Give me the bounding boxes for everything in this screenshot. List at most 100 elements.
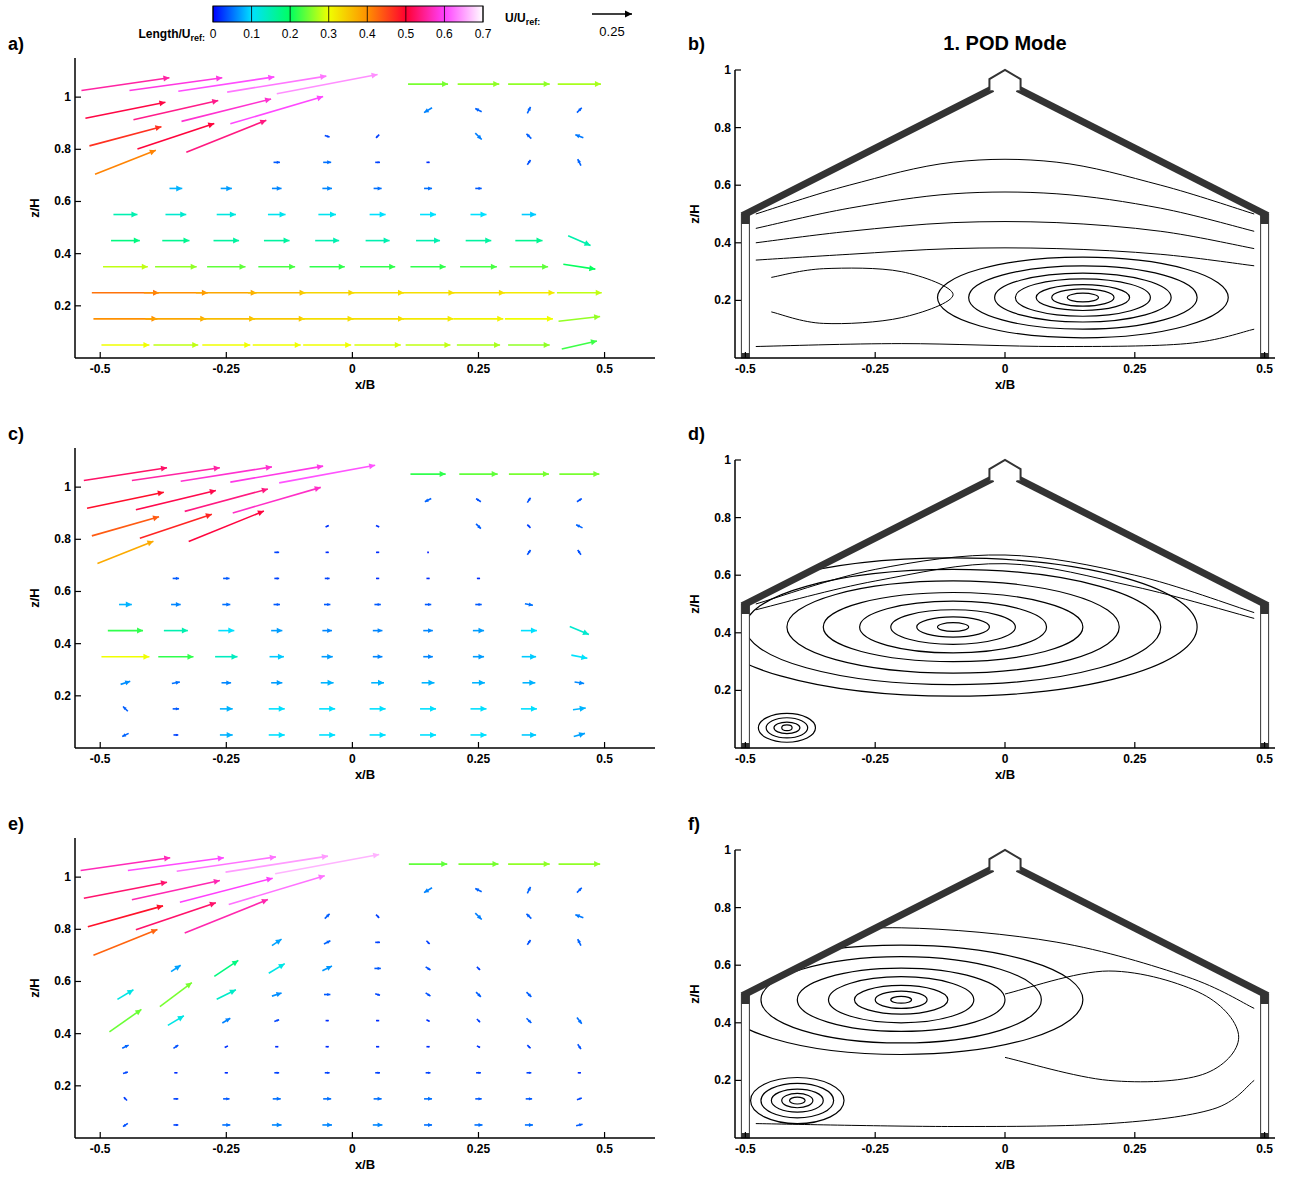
vortex-ring [719,945,1082,1054]
vector-shaft [274,162,280,164]
colorbar-tick-label: 0.7 [475,27,492,41]
vector-shaft [89,127,161,146]
x-tick-label: 0.25 [467,1142,491,1156]
vector-shaft [376,1046,379,1048]
vector-head [226,1123,230,1127]
vector-arrow [84,466,167,481]
vector-head [229,990,236,995]
vector-head [578,888,582,892]
vector-head [345,342,351,348]
y-tick [75,981,81,982]
vector-head [478,187,481,190]
vector-shaft [133,101,218,120]
vector-head [185,983,192,989]
panel-1: b)0.20.40.60.81-0.5-0.2500.250.5x/Bz/H [687,34,1275,392]
y-tick [75,643,81,644]
vector-head [428,654,433,659]
vector-shaft [527,160,530,165]
vector-shaft [575,915,583,918]
vector-shaft [477,1046,480,1048]
vector-shaft [101,344,149,346]
vector-arrow [269,732,285,738]
x-tick [1134,1132,1135,1138]
vector-arrow [426,162,429,164]
vector-shaft [229,876,325,905]
vector-shaft [527,914,532,919]
vector-head [378,1097,382,1101]
x-tick [604,742,605,748]
vortex-ring [782,725,792,731]
vector-head [276,1019,279,1021]
vector-arrow [92,515,159,535]
vector-head [161,880,167,886]
vector-head [279,706,285,712]
vector-head [531,706,537,712]
vector-arrow [310,264,345,270]
vector-arrow [269,964,285,974]
vector-shaft [424,108,432,113]
vector-shaft [274,1072,279,1074]
vector-arrow [109,1009,141,1031]
vector-shaft [558,83,601,85]
vector-head [266,465,272,471]
vector-arrow [406,342,451,348]
vector-shaft [508,344,550,346]
y-tick-label: 0.2 [714,1073,731,1087]
reference-label-sub: ref: [526,17,541,27]
vector-arrow [101,342,149,348]
vector-arrow [177,855,276,872]
building [741,70,1268,358]
vector-arrow [173,1098,178,1100]
vector-shaft [274,552,279,554]
vector-arrow [510,264,548,270]
vector-head [478,1072,480,1074]
vector-arrow [577,888,582,893]
vector-shaft [577,888,582,893]
vector-head [327,160,331,164]
vector-shaft [269,964,285,974]
vector-head [579,732,585,738]
vector-shaft [117,990,133,1000]
vector-shaft [557,292,602,294]
vector-head [275,939,281,945]
vector-shaft [376,1020,379,1022]
y-tick [735,965,741,966]
vector-shaft [527,940,530,945]
vector-head [594,314,600,320]
vector-arrow [271,628,282,634]
x-tick [1004,352,1005,358]
vector-head [277,161,280,164]
vector-arrow [189,511,264,542]
vector-head [277,1123,282,1128]
colorbar-tick-label: 0.6 [436,27,453,41]
vector-head [377,993,380,995]
vector-head [226,1072,228,1074]
vector-arrow [509,471,549,477]
vector-head [378,186,382,190]
vector-arrow [527,940,530,945]
vector-shaft [84,882,167,898]
streamline [1005,971,1239,1082]
vector-arrow [422,680,435,686]
x-axis-title: x/B [995,377,1015,392]
y-axis-title: z/H [27,198,42,218]
vector-head [497,316,503,322]
vector-arrow [474,1123,482,1127]
vector-head [478,1020,480,1022]
y-tick [75,1085,81,1086]
x-tick-label: 0 [349,362,356,376]
vector-arrow [122,1045,128,1048]
vector-arrow [351,290,404,296]
vector-head [378,1123,383,1128]
vector-head [478,1097,481,1100]
vector-arrow [420,706,436,712]
vector-shaft [325,578,330,580]
colorbar-tick [290,6,291,22]
vortex-ring [828,977,973,1023]
vector-head [317,464,323,470]
vector-head [378,654,383,659]
colorbar-tick-label: 0.2 [282,27,299,41]
vector-head [329,706,335,712]
vector-head [333,238,339,244]
y-axis-title: z/H [687,984,702,1004]
